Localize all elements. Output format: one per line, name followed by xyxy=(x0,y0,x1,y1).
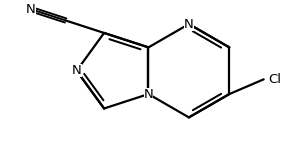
Text: N: N xyxy=(184,18,194,30)
Text: N: N xyxy=(72,64,82,77)
Text: N: N xyxy=(144,88,153,101)
Text: N: N xyxy=(26,3,36,16)
Text: Cl: Cl xyxy=(268,73,281,86)
